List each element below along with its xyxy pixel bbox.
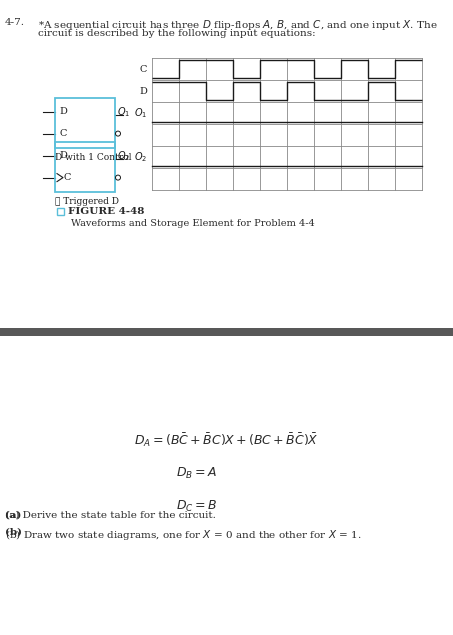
Text: D: D (59, 151, 67, 160)
Text: $O_2$: $O_2$ (134, 150, 147, 164)
Text: (b): (b) (5, 528, 22, 537)
Text: C: C (59, 129, 67, 138)
Text: $D_B = A$: $D_B = A$ (176, 466, 217, 481)
Text: $O_2$: $O_2$ (117, 149, 130, 163)
Text: (a) Derive the state table for the circuit.: (a) Derive the state table for the circu… (5, 511, 216, 520)
Text: *A sequential circuit has three $D$ flip-flops $A$, $B$, and $C$, and one input : *A sequential circuit has three $D$ flip… (38, 18, 438, 32)
Text: D: D (139, 86, 147, 95)
Text: C: C (140, 65, 147, 74)
Text: D: D (59, 107, 67, 116)
Text: 4-7.: 4-7. (5, 18, 25, 27)
Text: C: C (64, 173, 72, 182)
Text: (a): (a) (5, 511, 21, 520)
Text: circuit is described by the following input equations:: circuit is described by the following in… (38, 29, 316, 38)
Text: ∯ Triggered D: ∯ Triggered D (55, 197, 119, 206)
Text: $D_C = B$: $D_C = B$ (176, 499, 217, 514)
Bar (55, 142, 115, 192)
Bar (0, 328, 453, 336)
Text: $O_1$: $O_1$ (117, 105, 130, 119)
Bar (55, 98, 115, 147)
Text: $D_A = (B\bar{C} + \bar{B}C)X + (BC + \bar{B}\bar{C})\bar{X}$: $D_A = (B\bar{C} + \bar{B}C)X + (BC + \b… (134, 431, 319, 448)
Text: (b) Draw two state diagrams, one for $X$ = 0 and the other for $X$ = 1.: (b) Draw two state diagrams, one for $X$… (5, 528, 361, 542)
Text: $O_1$: $O_1$ (134, 106, 147, 120)
Text: Waveforms and Storage Element for Problem 4-4: Waveforms and Storage Element for Proble… (71, 219, 315, 228)
Text: D with 1 Control: D with 1 Control (55, 152, 131, 161)
Bar (57, 208, 64, 215)
Text: FIGURE 4-48: FIGURE 4-48 (68, 207, 145, 216)
